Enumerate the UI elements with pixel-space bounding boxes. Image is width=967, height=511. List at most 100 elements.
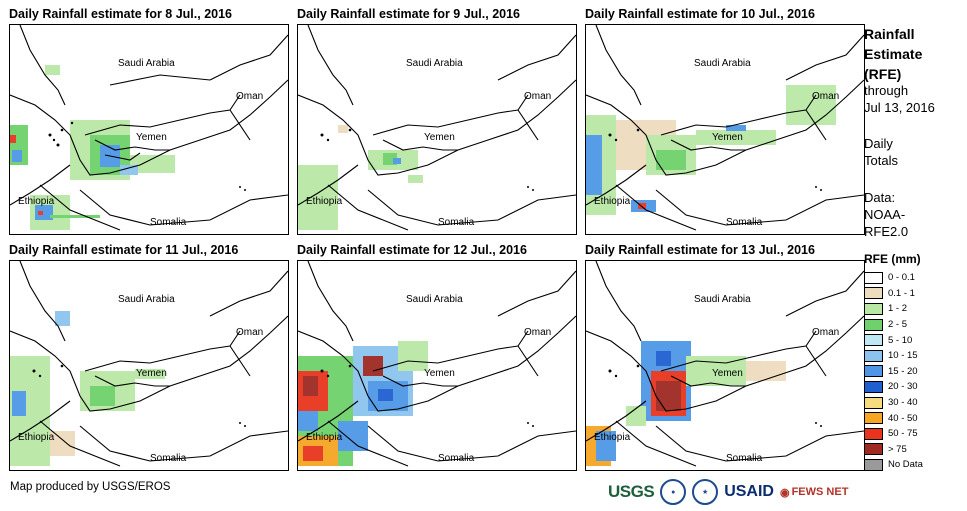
legend-label: 50 - 75 [888,428,918,440]
legend-swatch [864,287,883,300]
label-oman: Oman [236,91,264,102]
label-yemen: Yemen [136,368,167,379]
logo-strip: USGS ● ★ USAID ◉ FEWS NET [608,478,848,506]
label-yemen: Yemen [424,368,455,379]
legend-item: 5 - 10 [864,332,923,348]
data-block: Data: NOAA- RFE2.0 [864,189,908,240]
legend-title: RFE (mm) [864,252,921,266]
legend-item: 30 - 40 [864,395,923,411]
label-saudi-arabia: Saudi Arabia [694,294,751,305]
data-source-2: RFE2.0 [864,224,909,239]
legend-label: 20 - 30 [888,381,918,393]
map-panel-1: Daily Rainfall estimate for 8 Jul., 2016 [9,7,289,235]
label-oman: Oman [524,327,552,338]
legend-item: 40 - 50 [864,410,923,426]
legend-label: 10 - 15 [888,350,918,362]
legend-item: 2 - 5 [864,317,923,333]
fews-text: FEWS NET [791,486,849,498]
legend-item: 0.1 - 1 [864,286,923,302]
legend: RFE (mm) 0 - 0.1 0.1 - 1 1 - 2 2 - 5 5 - 10 1… [864,252,923,473]
legend-swatch [864,380,883,393]
rainfall-map [586,25,864,231]
legend-swatch [864,427,883,440]
legend-swatch [864,365,883,378]
rainfall-map [298,261,576,467]
label-saudi-arabia: Saudi Arabia [406,58,463,69]
legend-item: 15 - 20 [864,364,923,380]
legend-label: 5 - 10 [888,334,913,346]
footer-credit: Map produced by USGS/EROS [10,481,171,493]
map-panel-4: Daily Rainfall estimate for 11 Jul., 201… [9,243,289,471]
map-frame: Saudi Arabia Oman Yemen Ethiopia Somalia [585,24,865,235]
sidebar-title: Rainfall Estimate (RFE) [864,24,922,84]
label-yemen: Yemen [712,132,743,143]
map-frame: Saudi Arabia Oman Yemen Ethiopia Somalia [297,260,577,471]
legend-item: 50 - 75 [864,426,923,442]
label-yemen: Yemen [424,132,455,143]
label-somalia: Somalia [150,217,187,228]
data-label: Data: [864,190,896,205]
usaid-logo: USAID [724,483,774,500]
label-oman: Oman [524,91,552,102]
map-frame: Saudi Arabia Oman Yemen Ethiopia Somalia [585,260,865,471]
map-frame: Saudi Arabia Oman Yemen Ethiopia Somalia [9,260,289,471]
legend-item: 0 - 0.1 [864,270,923,286]
label-ethiopia: Ethiopia [594,432,631,443]
label-yemen: Yemen [712,368,743,379]
legend-swatch [864,458,883,471]
legend-swatch [864,271,883,284]
legend-label: 1 - 2 [888,303,908,315]
map-panel-3: Daily Rainfall estimate for 10 Jul., 201… [585,7,865,235]
map-frame: Saudi Arabia Oman Yemen Ethiopia Somalia [9,24,289,235]
through-label: through [864,83,909,98]
legend-label: 40 - 50 [888,412,918,424]
totals-label: Totals [864,153,898,168]
panel-title: Daily Rainfall estimate for 9 Jul., 2016 [297,7,521,21]
title-line-1: Rainfall [864,26,915,42]
panel-title: Daily Rainfall estimate for 12 Jul., 201… [297,243,527,257]
legend-swatch [864,302,883,315]
legend-swatch [864,318,883,331]
legend-item: 1 - 2 [864,301,923,317]
legend-item: No Data [864,457,923,473]
legend-swatch [864,412,883,425]
legend-label: No Data [888,459,923,471]
legend-swatch [864,334,883,347]
label-saudi-arabia: Saudi Arabia [694,58,751,69]
label-oman: Oman [812,91,840,102]
rainfall-map [586,261,864,467]
label-ethiopia: Ethiopia [18,432,55,443]
legend-label: 30 - 40 [888,397,918,409]
label-ethiopia: Ethiopia [306,432,343,443]
panel-title: Daily Rainfall estimate for 8 Jul., 2016 [9,7,233,21]
label-oman: Oman [236,327,264,338]
legend-label: 0.1 - 1 [888,287,915,299]
panel-title: Daily Rainfall estimate for 13 Jul., 201… [585,243,815,257]
map-frame: Saudi Arabia Oman Yemen Ethiopia Somalia [297,24,577,235]
daily-block: Daily Totals [864,135,898,169]
label-ethiopia: Ethiopia [594,196,631,207]
fews-icon: ◉ [779,486,790,499]
fews-net-logo: ◉ FEWS NET [780,486,848,499]
legend-label: 0 - 0.1 [888,272,915,284]
legend-item: > 75 [864,442,923,458]
label-saudi-arabia: Saudi Arabia [118,58,175,69]
panel-title: Daily Rainfall estimate for 10 Jul., 201… [585,7,815,21]
label-somalia: Somalia [150,453,187,464]
legend-label: 2 - 5 [888,319,908,331]
noaa-logo-icon: ● [660,479,687,505]
label-saudi-arabia: Saudi Arabia [118,294,175,305]
title-line-2: Estimate [864,46,923,62]
through-block: through Jul 13, 2016 [864,82,935,116]
legend-label: 15 - 20 [888,365,918,377]
label-somalia: Somalia [726,217,763,228]
label-ethiopia: Ethiopia [18,196,55,207]
legend-swatch [864,349,883,362]
label-yemen: Yemen [136,132,167,143]
legend-label: > 75 [888,443,907,455]
legend-swatch [864,396,883,409]
data-source-1: NOAA- [864,207,906,222]
label-saudi-arabia: Saudi Arabia [406,294,463,305]
map-panel-6: Daily Rainfall estimate for 13 Jul., 201… [585,243,865,471]
label-oman: Oman [812,327,840,338]
